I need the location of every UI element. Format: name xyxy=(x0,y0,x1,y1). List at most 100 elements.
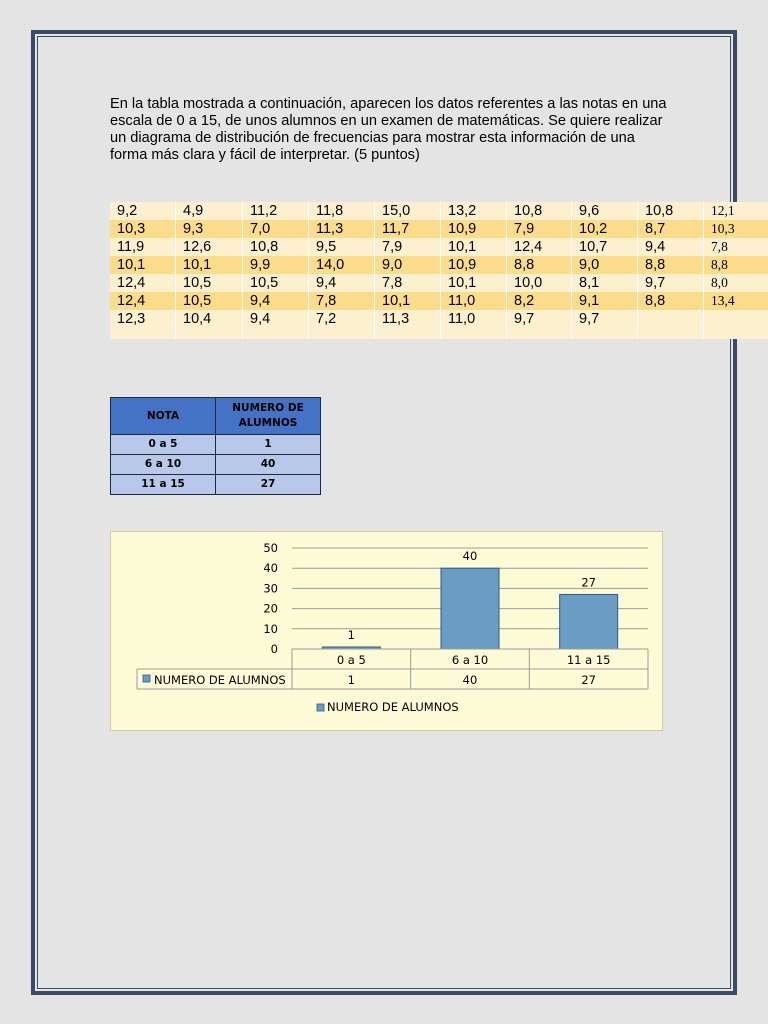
grade-cell: 12,3 xyxy=(110,310,176,339)
grade-cell: 8,8 xyxy=(637,292,704,310)
header-numero-alumnos: NUMERO DE ALUMNOS xyxy=(215,397,321,435)
grade-cell: 10,5 xyxy=(175,274,243,292)
page-frame xyxy=(31,30,737,995)
summary-row: 6 a 10 40 xyxy=(110,454,321,475)
grade-cell: 9,7 xyxy=(571,310,638,339)
grade-cell: 11,2 xyxy=(242,202,309,220)
data-table-value: 1 xyxy=(348,673,355,687)
grade-cell: 8,8 xyxy=(506,256,572,274)
grade-cell: 10,9 xyxy=(440,256,507,274)
grade-cell: 10,1 xyxy=(374,292,441,310)
grade-cell: 12,4 xyxy=(506,238,572,256)
header-nota: NOTA xyxy=(110,397,216,435)
grade-cell: 11,8 xyxy=(308,202,375,220)
grade-cell: 7,2 xyxy=(308,310,375,339)
y-tick-label: 20 xyxy=(263,602,278,616)
grade-cell: 9,5 xyxy=(308,238,375,256)
alumnos-cell: 40 xyxy=(215,454,321,475)
grades-row: 10,1 10,1 9,9 14,0 9,0 10,9 8,8 9,0 8,8 8,8 xyxy=(110,256,768,274)
data-label: 1 xyxy=(348,628,355,642)
grade-cell: 10,5 xyxy=(175,292,243,310)
data-table-value: 40 xyxy=(463,673,478,687)
grade-cell: 10,3 xyxy=(703,220,768,238)
bar xyxy=(440,567,500,650)
grade-cell: 11,3 xyxy=(308,220,375,238)
grade-cell: 10,9 xyxy=(440,220,507,238)
grade-cell: 10,8 xyxy=(242,238,309,256)
nota-cell: 6 a 10 xyxy=(110,454,216,475)
grade-cell: 14,0 xyxy=(308,256,375,274)
y-tick-label: 10 xyxy=(263,622,278,636)
grade-cell: 11,3 xyxy=(374,310,441,339)
grades-row: 12,4 10,5 10,5 9,4 7,8 10,1 10,0 8,1 9,7 8,0 xyxy=(110,274,768,292)
grade-cell: 4,9 xyxy=(175,202,243,220)
grades-row: 10,3 9,3 7,0 11,3 11,7 10,9 7,9 10,2 8,7 10,3 xyxy=(110,220,768,238)
intro-paragraph: En la tabla mostrada a continuación, apa… xyxy=(110,96,667,163)
grade-cell: 10,7 xyxy=(571,238,638,256)
grade-cell: 9,3 xyxy=(175,220,243,238)
grade-cell: 9,2 xyxy=(110,202,176,220)
series-key-label: NUMERO DE ALUMNOS xyxy=(154,673,286,687)
summary-row: 11 a 15 27 xyxy=(110,474,321,495)
grade-cell: 15,0 xyxy=(374,202,441,220)
grade-cell: 10,0 xyxy=(506,274,572,292)
chart-svg: 0 10 20 30 40 50 1 40 27 0 a 5 1 6 a 10 40 11 a 15 27 N… xyxy=(136,541,649,714)
grade-cell: 10,1 xyxy=(175,256,243,274)
grade-cell: 8,0 xyxy=(703,274,768,292)
category-label: 0 a 5 xyxy=(337,653,366,667)
legend-swatch xyxy=(316,703,325,712)
category-label: 6 a 10 xyxy=(452,653,488,667)
nota-cell: 0 a 5 xyxy=(110,434,216,455)
category-label: 11 a 15 xyxy=(567,653,611,667)
grade-cell: 12,4 xyxy=(110,274,176,292)
grade-cell: 10,8 xyxy=(506,202,572,220)
grade-cell: 10,3 xyxy=(110,220,176,238)
grade-cell: 10,1 xyxy=(110,256,176,274)
bar-chart: 0 10 20 30 40 50 1 40 27 0 a 5 1 6 a 10 40 11 a 15 27 N… xyxy=(110,531,663,731)
grade-cell: 9,4 xyxy=(242,292,309,310)
grade-cell: 7,9 xyxy=(374,238,441,256)
grade-cell: 11,0 xyxy=(440,310,507,339)
y-tick-label: 30 xyxy=(263,581,278,595)
grade-cell: 10,4 xyxy=(175,310,243,339)
grade-cell: 9,7 xyxy=(506,310,572,339)
summary-row: 0 a 5 1 xyxy=(110,434,321,455)
grade-cell: 8,2 xyxy=(506,292,572,310)
grade-cell: 9,9 xyxy=(242,256,309,274)
grade-cell: 9,6 xyxy=(571,202,638,220)
grade-cell: 7,8 xyxy=(703,238,768,256)
grade-cell: 13,4 xyxy=(703,292,768,310)
grades-row: 11,9 12,6 10,8 9,5 7,9 10,1 12,4 10,7 9,4 7,8 xyxy=(110,238,768,256)
grades-row: 12,4 10,5 9,4 7,8 10,1 11,0 8,2 9,1 8,8 13,4 xyxy=(110,292,768,310)
legend-label: NUMERO DE ALUMNOS xyxy=(327,700,459,714)
y-tick-label: 0 xyxy=(271,642,278,656)
grade-cell: 12,4 xyxy=(110,292,176,310)
grade-cell: 9,1 xyxy=(571,292,638,310)
grade-cell xyxy=(637,310,704,339)
grade-cell: 12,6 xyxy=(175,238,243,256)
series-key-swatch xyxy=(142,674,151,683)
grade-cell: 13,2 xyxy=(440,202,507,220)
alumnos-cell: 27 xyxy=(215,474,321,495)
grade-cell: 7,8 xyxy=(374,274,441,292)
grade-cell: 9,7 xyxy=(637,274,704,292)
alumnos-cell: 1 xyxy=(215,434,321,455)
grade-cell: 7,9 xyxy=(506,220,572,238)
grade-cell: 9,0 xyxy=(374,256,441,274)
nota-cell: 11 a 15 xyxy=(110,474,216,495)
y-tick-label: 50 xyxy=(263,541,278,555)
grade-cell: 9,4 xyxy=(308,274,375,292)
grade-cell: 9,0 xyxy=(571,256,638,274)
grade-cell: 8,1 xyxy=(571,274,638,292)
grade-cell: 9,4 xyxy=(242,310,309,339)
grade-cell: 11,9 xyxy=(110,238,176,256)
grade-cell: 8,8 xyxy=(637,256,704,274)
grade-cell: 8,8 xyxy=(703,256,768,274)
grade-cell: 10,1 xyxy=(440,238,507,256)
grade-cell: 9,4 xyxy=(637,238,704,256)
data-label: 40 xyxy=(463,549,478,563)
data-table-value: 27 xyxy=(581,673,596,687)
grade-cell: 11,0 xyxy=(440,292,507,310)
grades-row: 12,3 10,4 9,4 7,2 11,3 11,0 9,7 9,7 xyxy=(110,310,768,339)
grade-cell: 10,1 xyxy=(440,274,507,292)
